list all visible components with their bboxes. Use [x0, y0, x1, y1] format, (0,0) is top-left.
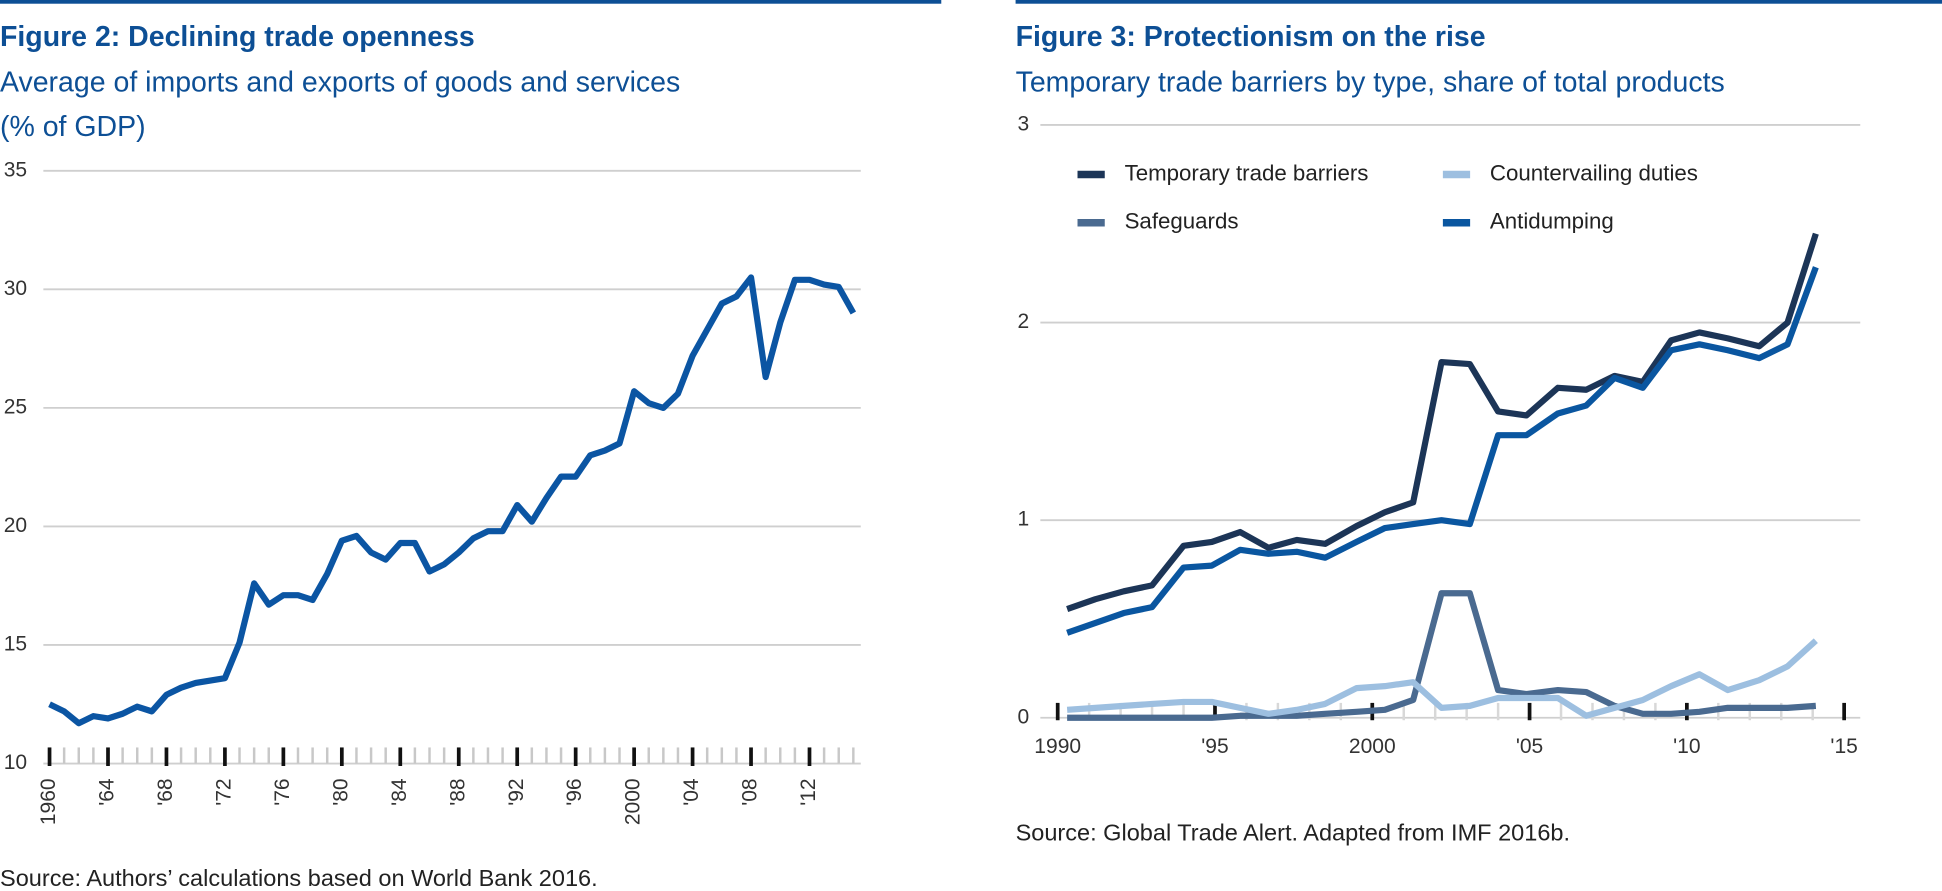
- x-tick-label: '76: [271, 778, 294, 805]
- top-rule: [1015, 0, 1942, 4]
- y-tick-label: 2: [1018, 310, 1030, 333]
- x-tick-label: '96: [563, 778, 586, 805]
- chart-subtitle: (% of GDP): [0, 111, 146, 143]
- x-tick-label: '72: [212, 778, 235, 805]
- legend-label: Antidumping: [1490, 209, 1614, 234]
- legend-label: Temporary trade barriers: [1125, 160, 1369, 185]
- x-tick-label: '68: [154, 778, 177, 805]
- x-tick-label: '84: [388, 778, 411, 806]
- y-tick-label: 0: [1018, 705, 1030, 728]
- x-tick-label: '92: [505, 778, 528, 805]
- legend-label: Safeguards: [1125, 209, 1239, 234]
- x-tick-label: '64: [96, 778, 119, 806]
- chart-title: Figure 2: Declining trade openness: [0, 21, 475, 53]
- x-tick-label: '08: [739, 778, 762, 805]
- x-tick-label: 2000: [622, 778, 645, 825]
- x-tick-label: '15: [1830, 735, 1857, 758]
- chart-subtitle: Average of imports and exports of goods …: [0, 67, 680, 99]
- series-line: [48, 274, 857, 727]
- x-tick-label: 2000: [1349, 735, 1396, 758]
- y-tick-label: 35: [4, 158, 27, 181]
- chart-title: Figure 3: Protectionism on the rise: [1016, 21, 1486, 53]
- x-tick-label: '12: [797, 778, 820, 805]
- x-tick-label: 1990: [1034, 735, 1081, 758]
- y-tick-label: 10: [4, 751, 27, 774]
- y-tick-label: 15: [4, 633, 27, 656]
- y-tick-label: 20: [4, 514, 27, 537]
- legend-label: Countervailing duties: [1490, 160, 1698, 185]
- chart-subtitle: Temporary trade barriers by type, share …: [1016, 67, 1725, 99]
- series-line: [1067, 590, 1817, 721]
- y-tick-label: 30: [4, 277, 27, 300]
- series-line: [1066, 232, 1819, 612]
- series-line: [1066, 266, 1819, 636]
- y-tick-label: 25: [4, 395, 27, 418]
- source-note: Source: Global Trade Alert. Adapted from…: [1016, 819, 1570, 845]
- x-tick-label: 1960: [37, 778, 60, 825]
- x-tick-label: '05: [1516, 735, 1543, 758]
- top-rule: [0, 0, 942, 4]
- y-tick-label: 1: [1018, 508, 1030, 531]
- x-tick-label: '88: [446, 778, 469, 805]
- x-tick-label: '80: [329, 778, 352, 805]
- y-tick-label: 3: [1018, 113, 1030, 136]
- x-tick-label: '10: [1673, 735, 1700, 758]
- x-tick-label: '95: [1201, 735, 1228, 758]
- series-line: [1066, 638, 1818, 719]
- source-note: Source: Authors’ calculations based on W…: [0, 865, 598, 891]
- x-tick-label: '04: [680, 778, 703, 806]
